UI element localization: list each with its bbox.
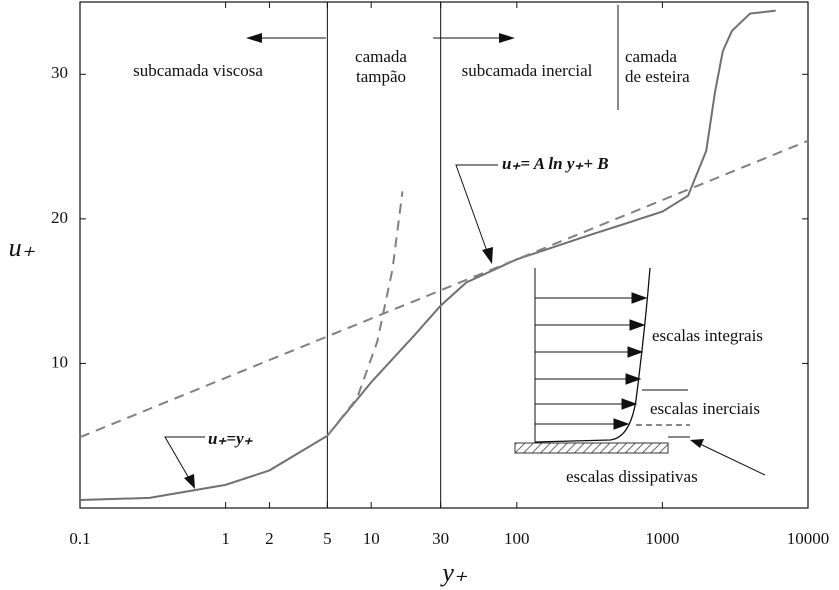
y-axis-label: u₊	[9, 233, 36, 262]
x-tick-label: 100	[504, 529, 530, 548]
annotation-arrow	[164, 436, 205, 481]
data-line	[79, 139, 809, 439]
x-tick-label: 30	[432, 529, 449, 548]
region-label: de esteira	[625, 67, 690, 86]
y-tick-label: 30	[51, 63, 68, 82]
x-tick-label: 5	[323, 529, 332, 548]
region-label: subcamada inercial	[462, 61, 593, 80]
data-line	[326, 191, 404, 437]
annotation: u₊=y₊	[208, 429, 254, 448]
region-label: camada	[625, 47, 677, 66]
annotation-arrow	[699, 443, 766, 476]
inset-label: escalas dissipativas	[566, 467, 698, 486]
arrowhead	[246, 33, 262, 43]
x-tick-label: 1	[221, 529, 230, 548]
y-tick-label: 10	[51, 352, 68, 371]
region-label: tampão	[356, 67, 406, 86]
x-axis-label: y₊	[439, 558, 468, 587]
plot-frame	[79, 1, 809, 509]
inset-arrows	[535, 292, 648, 430]
arrowhead	[482, 247, 493, 264]
inset-label: escalas inerciais	[650, 399, 760, 418]
x-tick-label: 10	[363, 529, 380, 548]
data-line	[79, 9, 776, 502]
arrowhead	[184, 474, 195, 489]
x-tick-label: 2	[265, 529, 274, 548]
annotation: u₊= A ln y₊+ B	[502, 154, 609, 173]
arrowhead	[499, 33, 515, 43]
region-label: camada	[355, 47, 407, 66]
x-tick-label: 1000	[645, 529, 679, 548]
wall	[514, 442, 669, 454]
annotation-arrow	[455, 164, 498, 255]
y-tick-label: 20	[51, 208, 68, 227]
inset-profile	[534, 267, 651, 443]
region-label: subcamada viscosa	[133, 61, 263, 80]
x-tick-label: 10000	[787, 529, 830, 548]
x-tick-label: 0.1	[69, 529, 90, 548]
arrowhead	[690, 439, 704, 448]
inset-label: escalas integrais	[652, 326, 763, 345]
